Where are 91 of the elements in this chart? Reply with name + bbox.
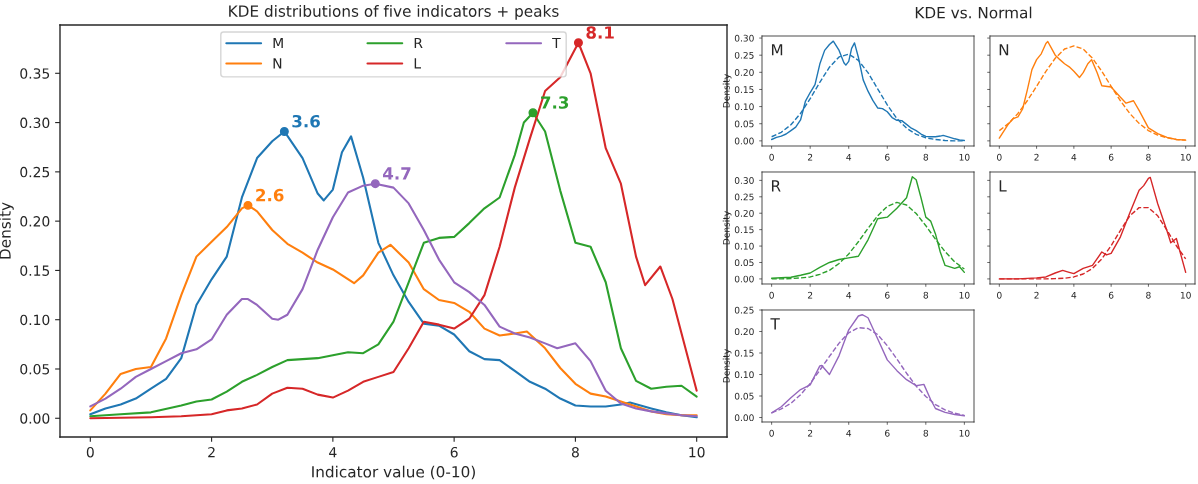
y-tick-label: 0.25	[734, 193, 754, 201]
annotation: 3.6	[292, 114, 320, 128]
y-tick-label: 0.30	[20, 117, 50, 129]
x-tick-label: 0	[769, 291, 774, 299]
point	[528, 108, 538, 118]
y-tick-label: 0.15	[734, 86, 754, 94]
y-axis-title: Density	[722, 211, 732, 245]
x-tick-label: 10	[1180, 291, 1191, 299]
legend-label: T	[552, 37, 561, 49]
x-tick-label: 6	[1108, 291, 1114, 299]
y-tick-label: 0.10	[734, 371, 754, 379]
y-tick-label: 0.00	[734, 414, 754, 422]
y-tick-label: 0.05	[734, 392, 754, 400]
x-tick-label: 10	[959, 153, 970, 161]
x-tick-label: 6	[885, 291, 890, 299]
annotation: 4.7	[383, 167, 411, 180]
y-tick-label: 0.25	[20, 166, 50, 178]
y-tick-label: 0.20	[734, 69, 754, 76]
y-tick-label: 0.00	[734, 275, 754, 283]
y-tick-label: 0.30	[734, 34, 754, 42]
y-tick-label: 0.35	[20, 68, 50, 79]
x-tick-label: 10	[1180, 153, 1191, 161]
annotation: M	[771, 44, 783, 56]
x-tick-label: 4	[329, 447, 337, 458]
x-tick-label: 0	[769, 153, 774, 161]
x-tick-label: 4	[846, 153, 852, 161]
y-axis-title: Density	[0, 202, 14, 259]
x-tick-label: 6	[885, 153, 890, 161]
legend-label: M	[273, 37, 283, 49]
x-tick-label: 8	[923, 429, 929, 437]
x-tick-label: 6	[885, 429, 890, 437]
x-tick-label: 2	[807, 291, 813, 299]
x-axis-title: Indicator value (0-10)	[312, 465, 475, 480]
chart-title: KDE distributions of five indicators + peaks	[229, 5, 559, 20]
point	[279, 126, 289, 136]
y-tick-label: 0.10	[734, 242, 754, 250]
annotation: T	[770, 318, 780, 330]
x-tick-label: 6	[1108, 153, 1114, 161]
x-tick-label: 0	[769, 429, 774, 437]
x-tick-label: 2	[807, 153, 813, 161]
legend-label: N	[273, 58, 282, 69]
x-tick-label: 8	[923, 291, 929, 299]
x-tick-label: 0	[997, 153, 1002, 161]
y-axis-title: Density	[722, 74, 732, 108]
y-tick-label: 0.20	[734, 209, 754, 217]
legend-label: R	[414, 37, 423, 49]
point	[573, 38, 583, 48]
y-axis-title: Density	[722, 349, 732, 383]
x-tick-label: 4	[1071, 153, 1077, 161]
y-tick-label: 0.05	[734, 120, 754, 128]
y-tick-label: 0.25	[734, 306, 754, 314]
y-tick-label: 0.10	[734, 103, 754, 111]
annotation: 7.3	[541, 96, 569, 109]
x-tick-label: 8	[1146, 291, 1151, 299]
x-tick-label: 4	[846, 429, 852, 437]
x-tick-label: 0	[86, 446, 94, 458]
annotation: 2.6	[256, 188, 284, 202]
annotation: 8.1	[586, 26, 614, 39]
annotation: N	[999, 44, 1009, 56]
y-tick-label: 0.15	[734, 226, 754, 234]
legend-label: L	[414, 58, 421, 69]
point	[370, 179, 380, 189]
x-tick-label: 8	[923, 153, 929, 161]
chart-title: KDE vs. Normal	[915, 6, 1032, 19]
y-tick-label: 0.05	[734, 259, 754, 267]
x-tick-label: 2	[807, 429, 813, 437]
y-tick-label: 0.00	[20, 413, 50, 424]
x-tick-label: 8	[571, 446, 579, 458]
x-tick-label: 2	[208, 446, 215, 458]
x-tick-label: 4	[1071, 291, 1077, 299]
y-tick-label: 0.00	[734, 137, 754, 145]
x-tick-label: 2	[1034, 291, 1039, 299]
x-tick-label: 8	[1146, 153, 1151, 161]
x-tick-label: 10	[959, 291, 970, 299]
y-tick-label: 0.10	[20, 314, 50, 326]
y-tick-label: 0.25	[734, 51, 754, 59]
y-tick-label: 0.30	[734, 177, 754, 184]
x-tick-label: 4	[846, 291, 852, 299]
x-tick-label: 10	[959, 429, 970, 437]
y-tick-label: 0.20	[734, 328, 754, 336]
annotation: L	[999, 180, 1007, 192]
y-tick-label: 0.15	[20, 265, 50, 276]
y-tick-label: 0.05	[20, 363, 50, 375]
x-tick-label: 10	[689, 446, 705, 458]
point	[243, 200, 253, 210]
y-tick-label: 0.20	[20, 216, 50, 227]
y-tick-label: 0.15	[734, 349, 754, 357]
x-tick-label: 6	[450, 446, 458, 458]
annotation: R	[771, 180, 781, 192]
x-tick-label: 0	[997, 291, 1002, 299]
x-tick-label: 2	[1034, 153, 1039, 161]
